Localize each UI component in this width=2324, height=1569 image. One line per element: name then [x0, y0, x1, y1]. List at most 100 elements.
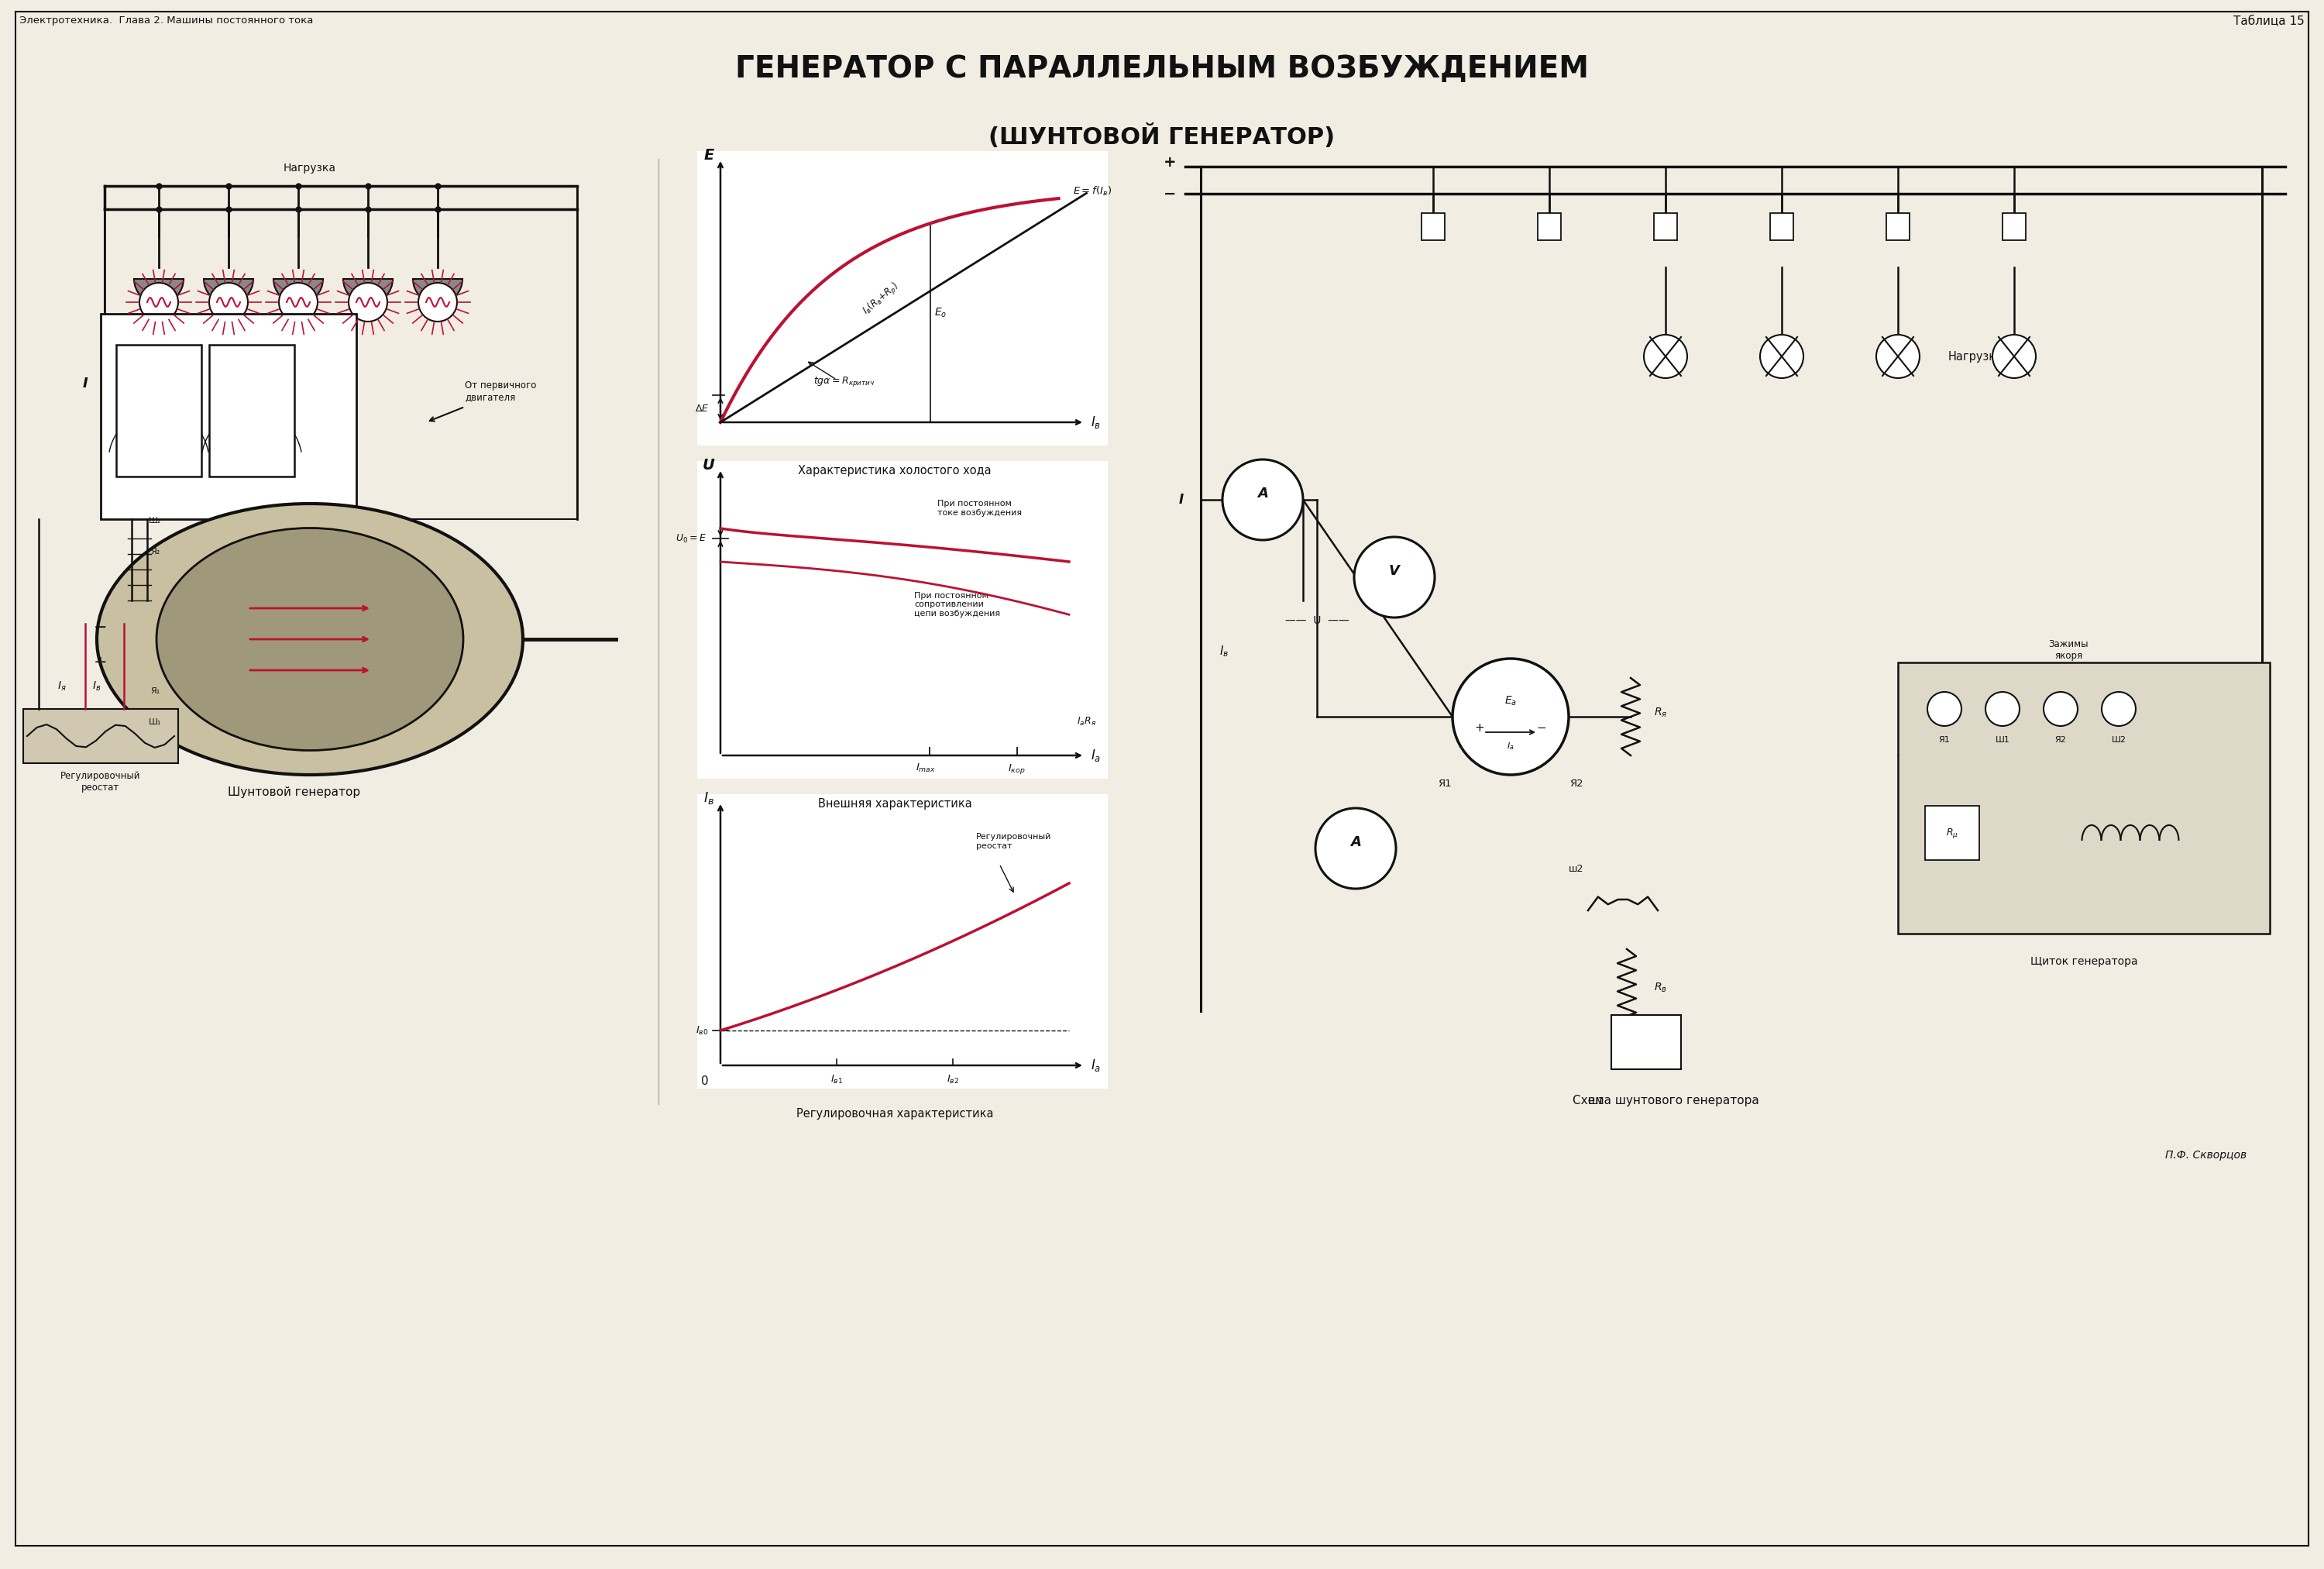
- Circle shape: [1452, 659, 1569, 775]
- Bar: [209, 345, 295, 477]
- Text: I: I: [84, 377, 88, 391]
- Text: Нагрузка: Нагрузка: [284, 163, 337, 174]
- Bar: [105, 187, 576, 519]
- Text: $R_я$: $R_я$: [1655, 706, 1666, 719]
- Text: Регулировочный
реостат: Регулировочный реостат: [60, 770, 142, 792]
- Text: +: +: [1164, 155, 1176, 169]
- Text: $U_0{=}E$: $U_0{=}E$: [676, 532, 706, 544]
- Text: $I_а$: $I_а$: [1090, 748, 1102, 763]
- Text: $I_{в0}$: $I_{в0}$: [695, 1025, 709, 1037]
- Circle shape: [418, 282, 458, 322]
- Circle shape: [349, 282, 388, 322]
- Bar: [1422, 213, 1446, 240]
- Wedge shape: [274, 279, 323, 304]
- Text: $R_р$: $R_р$: [1638, 1036, 1652, 1050]
- Text: А: А: [153, 436, 163, 447]
- Bar: [1538, 213, 1562, 240]
- Wedge shape: [205, 279, 253, 304]
- Text: −: −: [93, 620, 107, 635]
- Text: Ш1: Ш1: [1996, 736, 2010, 744]
- Text: +: +: [1938, 672, 1950, 686]
- Circle shape: [1355, 537, 1434, 618]
- Text: Я1: Я1: [1439, 778, 1452, 789]
- Circle shape: [139, 282, 179, 322]
- Text: Зажимы
якоря: Зажимы якоря: [2047, 639, 2089, 661]
- Text: Щиток генератора: Щиток генератора: [2031, 956, 2138, 967]
- Text: Внешняя характеристика: Внешняя характеристика: [818, 799, 971, 810]
- Circle shape: [2101, 692, 2136, 726]
- Bar: [23, 709, 179, 763]
- Text: Регулировочная характеристика: Регулировочная характеристика: [797, 1108, 992, 1120]
- Text: −: −: [1164, 187, 1176, 201]
- Text: V: V: [246, 436, 256, 447]
- Text: Я2: Я2: [1569, 778, 1583, 789]
- Wedge shape: [344, 279, 393, 304]
- Text: ——  U  ——: —— U ——: [1285, 615, 1348, 626]
- Bar: [1887, 213, 1910, 240]
- Text: $E_а$: $E_а$: [1504, 695, 1518, 708]
- Text: Нагрузка: Нагрузка: [1948, 351, 2003, 362]
- Bar: [2003, 213, 2027, 240]
- Text: Схема шунтового генератора: Схема шунтового генератора: [1573, 1095, 1759, 1106]
- Text: A: A: [1257, 486, 1269, 501]
- Text: $I_в$: $I_в$: [1090, 414, 1102, 430]
- Text: Ш₁: Ш₁: [149, 719, 160, 726]
- Circle shape: [209, 282, 249, 322]
- Circle shape: [279, 282, 318, 322]
- Circle shape: [1222, 460, 1304, 540]
- Text: $I_{max}$: $I_{max}$: [916, 763, 937, 774]
- Text: При постоянном
сопротивлении
цепи возбуждения: При постоянном сопротивлении цепи возбуж…: [913, 592, 999, 618]
- Text: Шунтовой генератор: Шунтовой генератор: [228, 786, 360, 799]
- Text: $\Delta E$: $\Delta E$: [695, 403, 709, 414]
- Circle shape: [1927, 692, 1961, 726]
- Bar: [697, 151, 1109, 446]
- Text: E: E: [704, 147, 713, 162]
- Text: $E_о$: $E_о$: [934, 306, 946, 319]
- Bar: [1771, 213, 1794, 240]
- Text: +: +: [93, 654, 107, 670]
- Bar: [100, 314, 356, 519]
- Text: +: +: [1476, 722, 1485, 734]
- Text: $I_в$: $I_в$: [93, 681, 102, 693]
- Text: ГЕНЕРАТОР С ПАРАЛЛЕЛЬНЫМ ВОЗБУЖДЕНИЕМ: ГЕНЕРАТОР С ПАРАЛЛЕЛЬНЫМ ВОЗБУЖДЕНИЕМ: [734, 55, 1590, 83]
- Text: $R_μ$: $R_μ$: [1945, 827, 1959, 839]
- Ellipse shape: [156, 529, 462, 750]
- Text: (ШУНТОВОЙ ГЕНЕРАТОР): (ШУНТОВОЙ ГЕНЕРАТОР): [988, 124, 1336, 149]
- Text: V: V: [1390, 565, 1399, 577]
- Text: Я1: Я1: [1938, 736, 1950, 744]
- Text: $I_в$: $I_в$: [704, 791, 713, 806]
- Text: U: U: [702, 458, 716, 472]
- Text: Регулировочный
реостат: Регулировочный реостат: [976, 833, 1050, 850]
- Circle shape: [2043, 692, 2078, 726]
- Bar: [1924, 806, 1980, 860]
- Text: Электротехника.  Глава 2. Машины постоянного тока: Электротехника. Глава 2. Машины постоянн…: [19, 16, 314, 25]
- Text: $R_в$: $R_в$: [1655, 982, 1666, 995]
- Text: При постоянном
токе возбуждения: При постоянном токе возбуждения: [937, 501, 1023, 516]
- Text: $I_в(R_в{+}R_р)$: $I_в(R_в{+}R_р)$: [860, 279, 902, 319]
- Circle shape: [1985, 692, 2020, 726]
- Text: Таблица 15: Таблица 15: [2233, 16, 2305, 27]
- Text: Я2: Я2: [2054, 736, 2066, 744]
- Bar: [116, 345, 202, 477]
- Bar: [1611, 1015, 1680, 1068]
- Text: I: I: [1178, 493, 1183, 507]
- Text: $E=f(I_в)$: $E=f(I_в)$: [1074, 185, 1111, 198]
- Text: $I_а$: $I_а$: [1090, 1058, 1102, 1073]
- Text: Я₁: Я₁: [151, 687, 160, 695]
- Text: ш2: ш2: [1569, 865, 1585, 874]
- Text: A: A: [1350, 835, 1362, 849]
- Circle shape: [1992, 334, 2036, 378]
- Text: Я₂: Я₂: [151, 548, 160, 555]
- Circle shape: [1643, 334, 1687, 378]
- Text: От первичного
двигателя: От первичного двигателя: [465, 380, 537, 402]
- Circle shape: [1315, 808, 1397, 888]
- Wedge shape: [135, 279, 184, 304]
- Text: −: −: [1536, 722, 1545, 734]
- Text: $I_а$: $I_а$: [1506, 741, 1515, 752]
- Text: $I_{в2}$: $I_{в2}$: [946, 1073, 960, 1086]
- Text: −: −: [2054, 672, 2066, 686]
- Text: $I_я$: $I_я$: [58, 681, 67, 693]
- Bar: [1655, 213, 1678, 240]
- Bar: [1899, 662, 2271, 934]
- Ellipse shape: [98, 504, 523, 775]
